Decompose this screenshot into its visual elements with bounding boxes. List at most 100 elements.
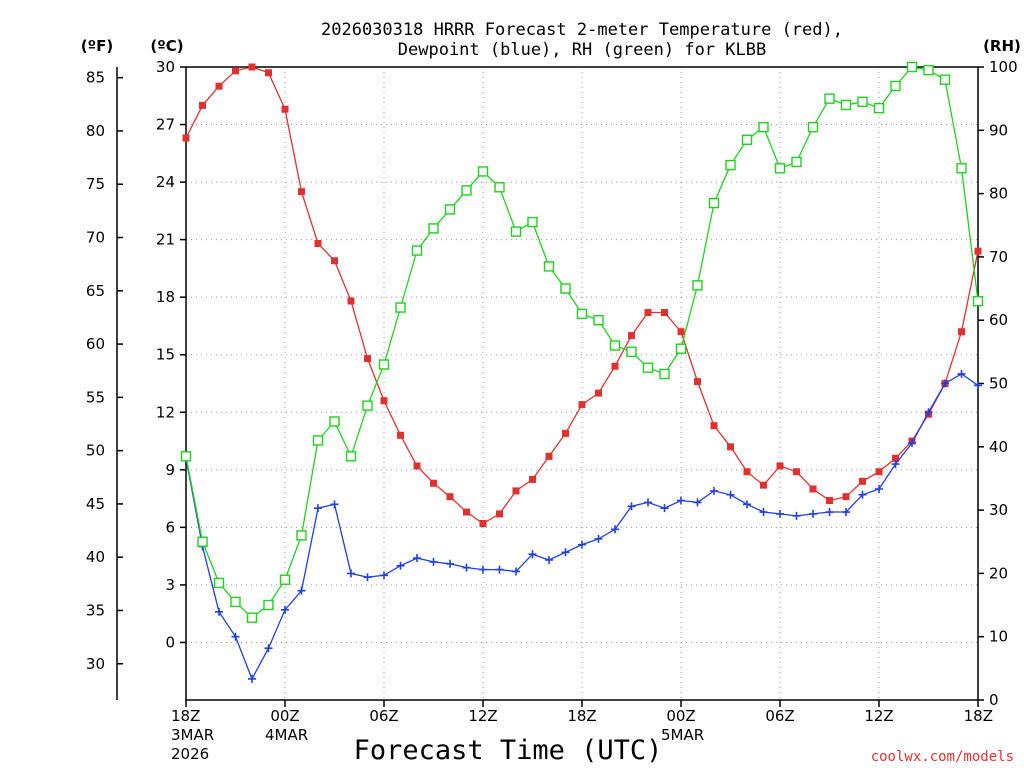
x-date-label: 4MAR xyxy=(265,726,308,744)
temperature-point xyxy=(562,429,569,437)
rh-point xyxy=(395,302,406,313)
rh-point xyxy=(527,216,538,228)
dewpoint-point xyxy=(627,502,636,511)
rh-point xyxy=(972,296,984,307)
x-date-label: 5MAR xyxy=(661,726,704,744)
rh-point xyxy=(543,261,555,272)
celsius-tick-label: 12 xyxy=(156,403,175,421)
celsius-tick-label: 18 xyxy=(156,288,175,306)
dewpoint-point xyxy=(495,565,504,574)
rh-point xyxy=(576,308,588,320)
fahrenheit-tick-label: 80 xyxy=(86,122,105,140)
temperature-point xyxy=(512,487,520,495)
temperature-point xyxy=(364,355,371,363)
x-tick-label: 18Z xyxy=(567,707,596,725)
fahrenheit-tick-label: 65 xyxy=(86,282,105,300)
rh-point xyxy=(758,121,769,133)
rh-point xyxy=(840,99,852,111)
rh-point xyxy=(296,530,307,541)
temperature-point xyxy=(776,462,784,470)
dewpoint-point xyxy=(842,508,850,517)
chart-title-line1: 2026030318 HRRR Forecast 2-meter Tempera… xyxy=(321,20,843,40)
rh-point xyxy=(807,121,819,133)
fahrenheit-tick-label: 40 xyxy=(86,548,105,566)
dewpoint-point xyxy=(974,381,982,390)
dewpoint-point xyxy=(792,511,801,520)
axes xyxy=(116,66,984,707)
rh-tick-label: 0 xyxy=(989,691,999,709)
rh-point xyxy=(246,612,258,623)
rh-point xyxy=(411,245,423,256)
dewpoint-point xyxy=(611,525,619,534)
rh-point xyxy=(428,223,439,234)
rh-point xyxy=(461,185,472,196)
temperature-point xyxy=(974,247,982,255)
rh-point xyxy=(857,96,868,108)
dewpoint-point xyxy=(314,504,322,513)
dewpoint-point xyxy=(429,557,438,566)
rh-tick-label: 100 xyxy=(989,58,1018,76)
dewpoint-point xyxy=(561,548,570,557)
temperature-point xyxy=(760,481,767,489)
dewpoint-point xyxy=(957,369,966,378)
dewpoint-point xyxy=(726,490,735,499)
dewpoint-point xyxy=(413,554,421,563)
temperature-point xyxy=(446,493,454,501)
rh-tick-label: 40 xyxy=(989,438,1008,456)
rh-point xyxy=(609,340,621,351)
rh-point xyxy=(213,577,225,589)
rh-point xyxy=(956,163,967,174)
rh-point xyxy=(906,61,918,73)
dewpoint-point xyxy=(693,498,702,507)
celsius-tick-label: 27 xyxy=(156,116,175,134)
dewpoint-point xyxy=(743,500,751,509)
rh-unit-label: (RH) xyxy=(983,37,1021,55)
celsius-tick-label: 9 xyxy=(165,461,175,479)
fahrenheit-tick-label: 85 xyxy=(86,69,105,87)
rh-point xyxy=(230,596,241,608)
rh-point xyxy=(873,102,885,114)
temperature-point xyxy=(265,69,272,77)
rh-point xyxy=(345,451,357,462)
dewpoint-point xyxy=(462,563,471,572)
rh-tick-label: 10 xyxy=(989,628,1008,646)
dewpoint-point xyxy=(858,490,867,499)
dewpoint-point xyxy=(380,571,388,580)
x-date-label: 3MAR xyxy=(171,726,214,744)
temperature-point xyxy=(793,468,800,476)
temperature-point xyxy=(430,479,437,487)
dewpoint-point xyxy=(924,408,933,417)
celsius-tick-label: 0 xyxy=(165,633,175,651)
rh-point xyxy=(626,346,637,358)
chart-title-line2: Dewpoint (blue), RH (green) for KLBB xyxy=(398,40,766,60)
celsius-unit-label: (ºC) xyxy=(150,37,183,55)
celsius-tick-label: 21 xyxy=(156,231,175,249)
rh-tick-label: 30 xyxy=(989,501,1008,519)
credit-label: coolwx.com/models xyxy=(871,749,1014,765)
temperature-point xyxy=(397,431,404,439)
celsius-tick-label: 3 xyxy=(165,576,175,594)
temperature-point xyxy=(232,67,239,75)
fahrenheit-tick-label: 45 xyxy=(86,495,105,513)
temperature-point xyxy=(413,462,421,470)
dewpoint-point xyxy=(759,508,768,517)
rh-point xyxy=(180,451,192,462)
dewpoint-point xyxy=(677,496,685,505)
dewpoint-point xyxy=(578,540,586,549)
dewpoint-point xyxy=(545,555,553,564)
temperature-point xyxy=(875,468,883,476)
dewpoint-point xyxy=(396,561,405,570)
x-tick-label: 00Z xyxy=(270,707,299,725)
temperature-point xyxy=(661,309,668,317)
x-tick-label: 12Z xyxy=(468,707,497,725)
dewpoint-point xyxy=(347,569,355,578)
temperature-point xyxy=(842,493,850,501)
temperature-point xyxy=(479,520,487,528)
rh-point xyxy=(923,64,934,76)
temperature-point xyxy=(892,454,899,462)
temperature-point xyxy=(859,477,866,485)
dewpoint-point xyxy=(248,674,256,683)
rh-tick-label: 90 xyxy=(989,121,1008,139)
rh-point xyxy=(378,359,390,370)
